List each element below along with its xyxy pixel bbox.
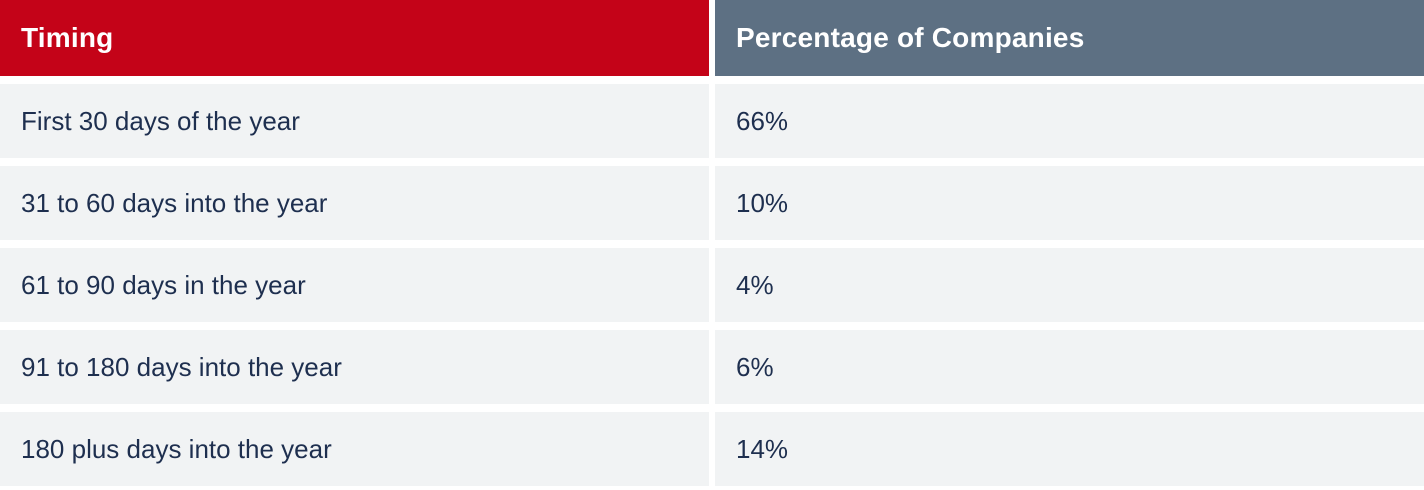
percentage-cell: 10% (715, 166, 1424, 240)
timing-cell: 61 to 90 days in the year (0, 248, 709, 322)
percentage-cell: 66% (715, 84, 1424, 158)
table-row: 61 to 90 days in the year 4% (0, 248, 1424, 322)
column-header-timing: Timing (0, 0, 709, 76)
column-header-percentage: Percentage of Companies (715, 0, 1424, 76)
table-header-row: Timing Percentage of Companies (0, 0, 1424, 76)
percentage-cell: 4% (715, 248, 1424, 322)
timing-cell: First 30 days of the year (0, 84, 709, 158)
percentage-cell: 14% (715, 412, 1424, 486)
percentage-cell: 6% (715, 330, 1424, 404)
timing-cell: 91 to 180 days into the year (0, 330, 709, 404)
table-row: 31 to 60 days into the year 10% (0, 166, 1424, 240)
table-row: 180 plus days into the year 14% (0, 412, 1424, 486)
timing-cell: 180 plus days into the year (0, 412, 709, 486)
table-row: First 30 days of the year 66% (0, 84, 1424, 158)
table-row: 91 to 180 days into the year 6% (0, 330, 1424, 404)
timing-cell: 31 to 60 days into the year (0, 166, 709, 240)
